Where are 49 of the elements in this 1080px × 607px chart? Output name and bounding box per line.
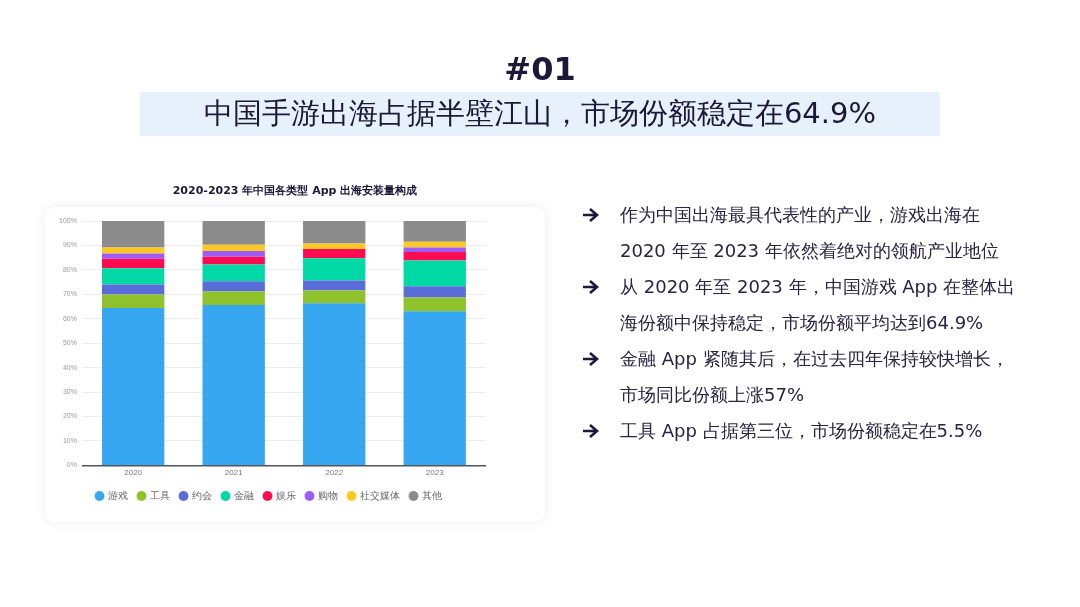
bar: [403, 252, 466, 261]
text: #01: [503, 50, 577, 88]
bar: [202, 221, 265, 245]
bar: [303, 258, 366, 281]
bar: [403, 221, 466, 242]
legend-label: 工具: [150, 489, 170, 501]
bar: [102, 258, 165, 269]
x-tick-label: 2022: [325, 468, 344, 478]
x-tick-label: 2021: [224, 468, 244, 478]
bar: [303, 280, 366, 291]
legend-label: 约会: [192, 489, 212, 501]
legend-label: 社交媒体: [360, 489, 400, 501]
bar: [202, 281, 265, 292]
bar: [102, 221, 165, 248]
text: 从 2020 年至 2023 年，中国游戏 App 在整体出海份额中保持稳定，市场份额平均达到64.9%: [620, 276, 1016, 333]
bar: [403, 247, 466, 253]
bar: [403, 286, 466, 298]
bar: [202, 264, 265, 282]
text: 工具 App 占据第三位，市场份额稳定在5.5%: [620, 420, 983, 441]
bar: [102, 308, 165, 465]
legend-label: 金融: [234, 489, 254, 501]
bar: [102, 253, 165, 259]
legend-label: 其他: [422, 489, 442, 501]
bar: [303, 243, 366, 250]
bar: [202, 244, 265, 252]
bar: [303, 221, 366, 244]
bar: [403, 297, 466, 312]
bar: [303, 290, 366, 304]
bar: [202, 256, 265, 265]
text: 作为中国出海最具代表性的产业，游戏出海在 2020 年至 2023 年依然着绝对的领航产业地位: [620, 204, 999, 261]
bar: [102, 247, 165, 254]
x-tick-label: 2023: [425, 468, 445, 478]
bar: [303, 249, 366, 259]
text: 金融 App 紧随其后，在过去四年保持较快增长，市场同比份额上涨57%: [620, 348, 1009, 405]
bar: [202, 251, 265, 257]
bar: [102, 268, 165, 285]
legend-label: 购物: [318, 489, 338, 501]
bar: [403, 260, 466, 287]
text: 中国手游出海占据半壁江山，市场份额稳定在64.9%: [140, 92, 940, 136]
bar: [202, 291, 265, 306]
bar: [303, 303, 366, 465]
bar: [102, 294, 165, 309]
bar: [202, 305, 265, 465]
bar: [403, 311, 466, 465]
chart-title: 2020-2023 年中国各类型 App 出海安装量构成: [171, 183, 419, 198]
bar: [102, 284, 165, 295]
legend-label: 游戏: [108, 489, 128, 501]
legend-label: 娱乐: [276, 489, 296, 501]
x-tick-label: 2020: [124, 468, 143, 478]
